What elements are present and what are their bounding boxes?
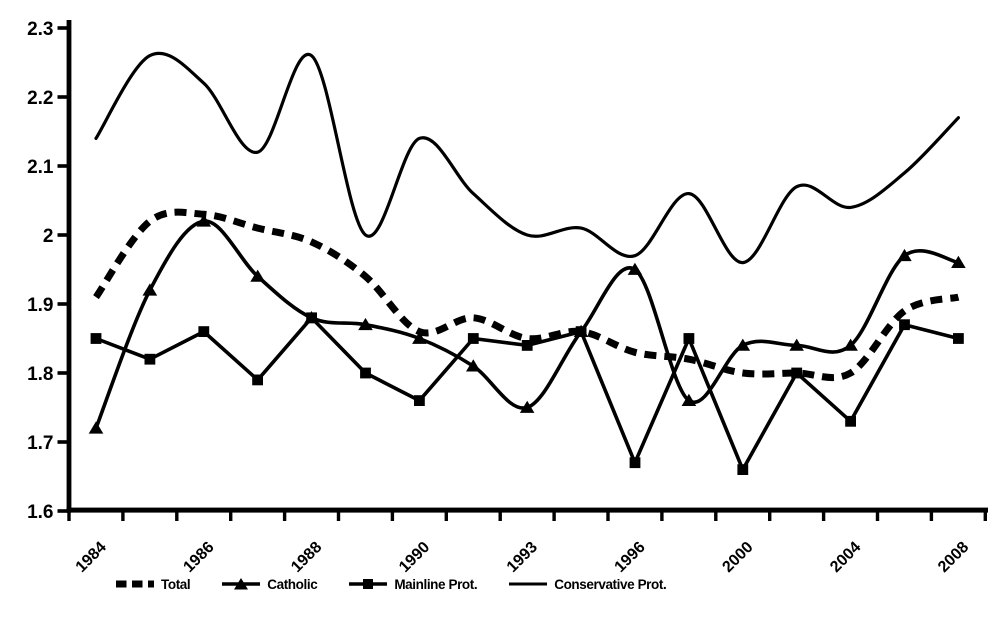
marker-triangle-catholic bbox=[358, 317, 373, 331]
x-axis-tick-label: 1993 bbox=[504, 539, 541, 576]
marker-triangle-catholic bbox=[466, 359, 481, 372]
marker-triangle-catholic bbox=[519, 400, 535, 413]
series-line-total bbox=[93, 208, 960, 382]
marker-square-mainline-prot bbox=[791, 367, 803, 379]
legend-label-total: Total bbox=[161, 576, 191, 592]
x-axis-tick bbox=[660, 510, 664, 521]
x-axis-tick bbox=[929, 510, 934, 521]
legend-item-total: Total bbox=[114, 576, 191, 592]
x-axis-tick-label: 1984 bbox=[73, 539, 110, 576]
y-axis-tick-label: 1.7 bbox=[27, 433, 53, 454]
x-axis-tick bbox=[768, 510, 772, 521]
marker-square-mainline-prot bbox=[252, 374, 263, 386]
x-axis-tick bbox=[444, 510, 448, 521]
x-axis-tick-label: 2008 bbox=[935, 539, 972, 576]
x-axis-line bbox=[66, 507, 988, 513]
legend: Total Catholic Mainline Prot. Conservati… bbox=[114, 576, 667, 592]
x-axis-tick bbox=[875, 510, 880, 521]
marker-triangle-catholic bbox=[789, 338, 804, 351]
marker-square-mainline-prot bbox=[737, 464, 749, 475]
x-axis-tick bbox=[390, 510, 395, 521]
marker-square-mainline-prot bbox=[953, 333, 964, 344]
marker-triangle-catholic bbox=[897, 248, 912, 262]
marker-square-mainline-prot bbox=[629, 457, 641, 469]
series-line-catholic bbox=[94, 219, 961, 430]
y-axis-tick-label: 1.9 bbox=[27, 295, 53, 316]
marker-square-mainline-prot bbox=[90, 333, 102, 344]
x-axis-tick bbox=[821, 510, 826, 521]
marker-square-mainline-prot bbox=[360, 367, 371, 379]
legend-item-mainline: Mainline Prot. bbox=[347, 576, 478, 592]
marker-triangle-catholic bbox=[735, 338, 751, 351]
y-axis-tick bbox=[57, 26, 69, 30]
marker-square-mainline-prot bbox=[845, 415, 856, 427]
y-axis-tick-label: 2.2 bbox=[27, 88, 53, 109]
marker-square-mainline-prot bbox=[414, 395, 425, 406]
legend-item-catholic: Catholic bbox=[220, 576, 318, 592]
x-axis-tick bbox=[282, 510, 287, 521]
marker-triangle-catholic bbox=[304, 311, 319, 324]
marker-triangle-catholic bbox=[843, 338, 858, 351]
conservative-line-icon bbox=[509, 582, 548, 586]
y-axis-tick-label: 1.8 bbox=[27, 364, 53, 385]
y-axis-tick bbox=[57, 233, 69, 237]
marker-triangle-catholic bbox=[573, 324, 589, 337]
marker-triangle-catholic bbox=[681, 393, 697, 406]
marker-triangle-catholic bbox=[412, 331, 427, 344]
y-axis-line bbox=[66, 20, 72, 513]
y-axis-tick bbox=[57, 95, 69, 99]
marker-triangle-catholic bbox=[196, 214, 212, 227]
legend-item-conservative: Conservative Prot. bbox=[507, 576, 667, 592]
marker-triangle-catholic bbox=[250, 269, 265, 282]
x-axis-tick-label: 1986 bbox=[180, 539, 217, 576]
y-axis-tick-label: 2.3 bbox=[27, 19, 53, 40]
legend-label-catholic: Catholic bbox=[267, 576, 318, 592]
y-axis-tick bbox=[57, 371, 69, 375]
x-axis-tick bbox=[983, 510, 987, 521]
x-axis-tick bbox=[67, 510, 71, 521]
mainline-square-line-icon bbox=[349, 579, 388, 589]
marker-square-mainline-prot bbox=[683, 333, 695, 344]
x-axis-tick bbox=[498, 510, 502, 521]
y-axis-tick bbox=[57, 440, 69, 444]
marker-triangle-catholic bbox=[627, 262, 643, 275]
x-axis-tick-label: 2000 bbox=[719, 539, 756, 576]
series-line-conservative-prot bbox=[94, 51, 960, 265]
y-axis-tick-label: 1.6 bbox=[27, 502, 53, 523]
y-axis-tick bbox=[57, 302, 69, 306]
marker-triangle-catholic bbox=[951, 255, 966, 268]
y-axis-tick-label: 2.1 bbox=[27, 157, 54, 178]
catholic-triangle-line-icon bbox=[222, 578, 261, 590]
marker-triangle-catholic bbox=[142, 283, 158, 296]
marker-square-mainline-prot bbox=[198, 326, 210, 337]
x-axis-tick bbox=[606, 510, 610, 521]
marker-square-mainline-prot bbox=[521, 340, 533, 351]
y-axis-tick bbox=[57, 164, 69, 168]
y-axis-tick bbox=[57, 509, 69, 513]
marker-square-mainline-prot bbox=[467, 333, 479, 344]
total-dashed-line-icon bbox=[116, 580, 154, 588]
x-axis-tick-label: 1996 bbox=[612, 539, 649, 576]
legend-label-conservative: Conservative Prot. bbox=[554, 576, 667, 592]
x-axis-tick bbox=[229, 510, 233, 521]
x-axis-tick bbox=[175, 510, 179, 521]
legend-label-mainline: Mainline Prot. bbox=[394, 576, 478, 592]
x-axis-tick bbox=[121, 510, 125, 521]
x-axis-tick bbox=[336, 510, 341, 521]
marker-square-mainline-prot bbox=[899, 319, 910, 331]
x-axis-tick-label: 1988 bbox=[288, 539, 325, 576]
x-axis-tick-label: 1990 bbox=[396, 539, 433, 576]
x-axis-tick bbox=[714, 510, 718, 521]
y-axis-tick-label: 2 bbox=[43, 226, 54, 247]
marker-square-mainline-prot bbox=[144, 353, 156, 365]
marker-triangle-catholic bbox=[88, 421, 104, 434]
x-axis-tick bbox=[552, 510, 556, 521]
x-axis-tick-label: 2004 bbox=[827, 539, 864, 576]
